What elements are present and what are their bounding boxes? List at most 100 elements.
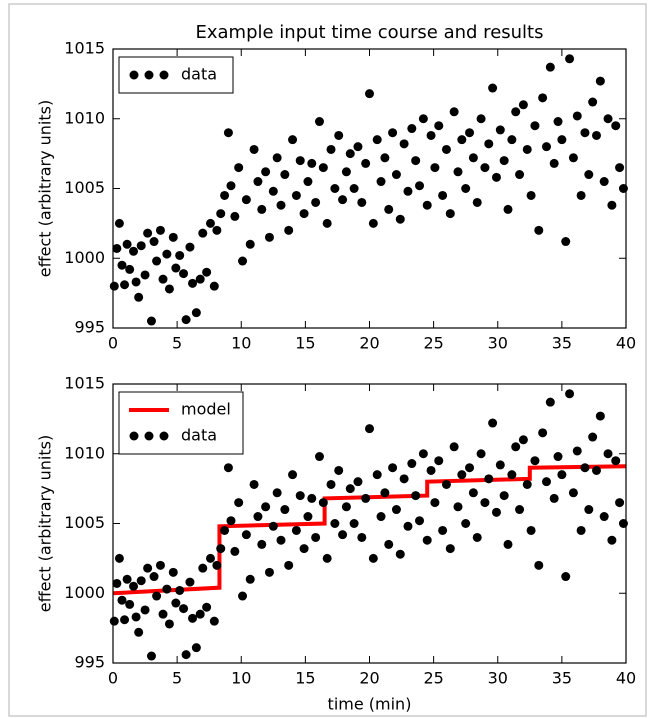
data-point [495, 125, 505, 135]
data-point [561, 572, 571, 582]
data-point [276, 535, 286, 545]
data-point [457, 135, 467, 145]
data-point [441, 144, 451, 154]
data-point [445, 209, 455, 219]
data-point [330, 519, 340, 528]
data-point [253, 512, 263, 522]
data-point [584, 505, 594, 515]
data-point [526, 525, 536, 535]
data-point [234, 163, 244, 173]
x-tick-label: 15 [295, 334, 315, 353]
data-point [168, 567, 178, 577]
data-point [449, 107, 459, 117]
data-point [565, 389, 575, 399]
y-tick-label: 1015 [64, 39, 105, 58]
data-point [155, 560, 165, 570]
data-point [241, 530, 251, 540]
data-point [198, 228, 208, 238]
data-point [295, 156, 305, 166]
data-point [238, 256, 248, 266]
data-point [117, 260, 127, 270]
plot-frame [112, 48, 627, 329]
data-point [426, 130, 436, 140]
data-point [434, 456, 444, 466]
data-point [607, 200, 617, 210]
x-tick-label: 0 [108, 334, 118, 353]
data-point [549, 158, 559, 168]
data-point [143, 563, 153, 573]
data-point [155, 225, 165, 235]
data-point [276, 200, 286, 210]
data-point [261, 167, 271, 177]
data-point [611, 456, 621, 466]
model-line [112, 464, 627, 596]
x-tick-label: 30 [488, 669, 508, 688]
data-point [122, 239, 132, 249]
x-tick-label: 10 [231, 669, 251, 688]
data-point [179, 269, 189, 279]
data-point [185, 577, 195, 587]
data-point [415, 181, 425, 191]
data-point [202, 602, 212, 612]
data-point [368, 218, 378, 228]
data-point [268, 186, 278, 196]
data-point [299, 544, 309, 554]
x-tick-label: 30 [488, 334, 508, 353]
data-point [607, 535, 617, 545]
figure-frame [8, 3, 647, 717]
data-point [353, 142, 363, 152]
data-point [357, 532, 367, 542]
data-point [136, 241, 146, 251]
data-point [152, 591, 162, 601]
data-point [188, 278, 198, 288]
data-point [580, 463, 590, 473]
data-point [114, 553, 124, 563]
data-point [568, 153, 578, 163]
data-point [149, 572, 159, 582]
data-point [311, 197, 321, 207]
data-point [264, 232, 274, 242]
data-point [403, 186, 413, 196]
data-point [526, 190, 536, 200]
data-point [438, 525, 448, 535]
data-point [318, 163, 328, 173]
data-point [171, 598, 181, 608]
data-point [403, 521, 413, 531]
y-tick-label: 1015 [64, 374, 105, 393]
data-point [399, 474, 409, 484]
data-point [198, 563, 208, 573]
data-point [476, 114, 486, 124]
data-point [241, 195, 251, 205]
data-point [179, 604, 189, 614]
data-point [388, 463, 398, 473]
data-point [220, 190, 230, 200]
data-point [205, 553, 215, 563]
data-point [422, 200, 432, 210]
legend-marker [159, 70, 169, 80]
data-point [553, 117, 563, 127]
data-point [484, 139, 494, 149]
data-point [291, 190, 301, 200]
data-point [565, 54, 575, 64]
data-point [245, 574, 255, 584]
data-point [434, 121, 444, 131]
data-point [411, 156, 421, 166]
data-point [615, 498, 625, 508]
data-point [146, 316, 156, 326]
x-tick-label: 35 [552, 334, 572, 353]
data-point [175, 250, 185, 260]
x-tick-label: 25 [423, 334, 443, 353]
data-point [530, 121, 540, 131]
data-point [253, 177, 263, 187]
y-tick-label: 1005 [64, 513, 105, 532]
data-point [314, 117, 324, 127]
x-tick-label: 25 [423, 669, 443, 688]
data-point [503, 204, 513, 214]
y-tick-label: 995 [74, 653, 105, 672]
data-point [557, 135, 567, 145]
data-point [109, 616, 119, 626]
x-tick-label: 15 [295, 669, 315, 688]
data-point [395, 214, 405, 224]
data-point [476, 449, 486, 459]
